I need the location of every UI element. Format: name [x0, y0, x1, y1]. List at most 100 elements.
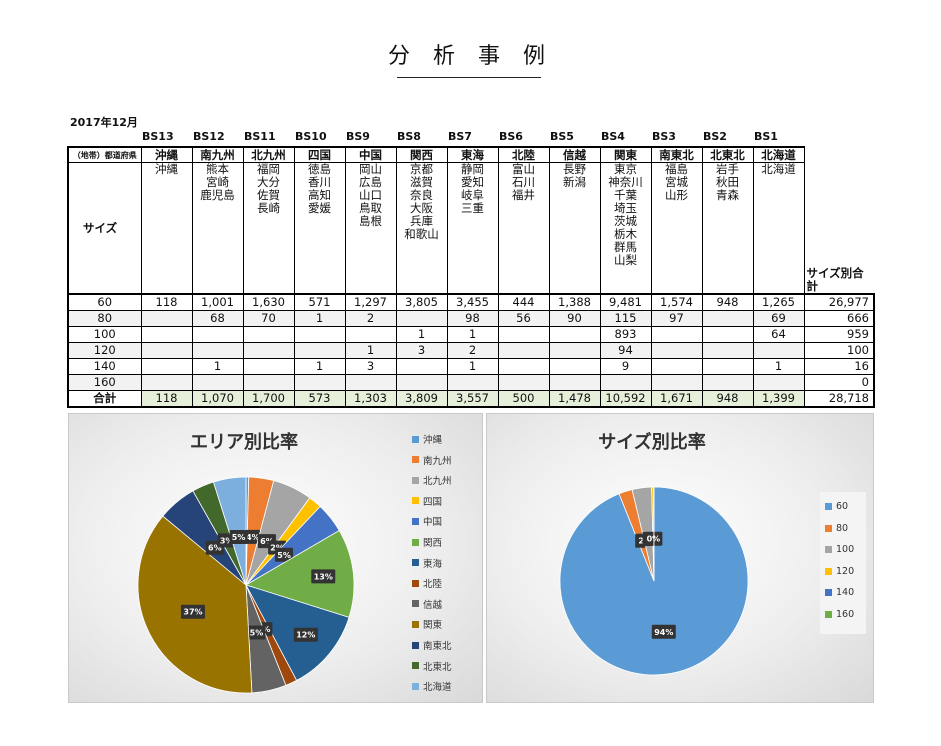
sum-cell: 948	[701, 390, 754, 408]
prefecture-name: 佐賀	[257, 188, 280, 202]
table-cell	[650, 342, 703, 359]
table-cell	[242, 326, 295, 343]
prefecture-name: 奈良	[410, 188, 433, 202]
prefecture-list: 静岡 愛知 岐阜 三重	[446, 162, 499, 295]
legend-label: 北海道	[423, 682, 452, 694]
size-total: 26,977	[803, 293, 875, 311]
table-cell	[140, 326, 193, 343]
table-row: 80 68 70 1 2 98 56 90 115 97 69 666	[67, 310, 875, 327]
prefecture-name: 鹿児島	[200, 188, 235, 202]
prefecture-name: 兵庫	[410, 214, 433, 228]
size-legend-item: 120	[825, 566, 854, 577]
table-row: 100 1 1 893 64 959	[67, 326, 875, 343]
area-legend-item: 南東北	[412, 638, 452, 652]
table-cell	[701, 310, 754, 327]
legend-label: 沖縄	[423, 435, 443, 446]
sum-cell: 1,671	[650, 390, 703, 408]
prefecture-name: 大分	[257, 175, 280, 189]
bs-code: BS3	[652, 130, 676, 143]
bs-code: BS8	[397, 130, 421, 143]
prefecture-name: 福島	[665, 162, 688, 176]
region-header: 中国	[344, 146, 397, 163]
legend-swatch	[412, 497, 419, 505]
prefecture-list: 岡山 広島 山口 鳥取 島根	[344, 162, 397, 295]
prefecture-name: 愛知	[461, 175, 484, 189]
table-cell: 115	[599, 310, 652, 327]
table-cell: 3	[344, 358, 397, 375]
legend-swatch	[825, 589, 832, 596]
area-label-8: 5%	[247, 625, 266, 640]
legend-label: 北九州	[423, 476, 452, 488]
size-total: 0	[803, 374, 875, 391]
prefecture-name: 茨城	[614, 214, 637, 228]
prefecture-name: 北海道	[761, 162, 796, 176]
table-cell: 1,630	[242, 293, 295, 311]
region-header: 南東北	[650, 146, 703, 163]
table-cell: 2	[446, 342, 499, 359]
table-cell	[650, 326, 703, 343]
area-legend-item: 北陸	[412, 576, 442, 590]
table-cell: 1	[191, 358, 244, 375]
prefecture-name: 京都	[410, 162, 433, 176]
shipment-table: （地帯）都道府県 沖縄 南九州 北九州 四国 中国 関西 東海 北陸 信越 関東 南東北 北東北 北海道沖…	[67, 146, 875, 408]
prefecture-name: 広島	[359, 175, 382, 189]
table-cell: 1	[752, 358, 805, 375]
table-cell	[140, 358, 193, 375]
prefecture-name: 宮城	[665, 175, 688, 189]
table-row: 140 1 1 3 1 9 1 16	[67, 358, 875, 375]
svg-text:13%: 13%	[314, 572, 333, 581]
region-header: 関西	[395, 146, 448, 163]
area-ratio-chart: エリア別比率 4%6%2%5%13%12%%5%37%6%3%5% 沖縄南九州北…	[68, 413, 483, 703]
prefecture-name: 岐阜	[461, 188, 484, 202]
table-cell: 98	[446, 310, 499, 327]
table-cell: 1	[446, 358, 499, 375]
prefecture-name: 東京	[614, 162, 637, 176]
size-total: 666	[803, 310, 875, 327]
table-cell	[548, 342, 601, 359]
table-cell	[446, 374, 499, 391]
region-header: 東海	[446, 146, 499, 163]
table-cell	[650, 358, 703, 375]
area-label-1: 4%	[243, 529, 262, 544]
table-cell: 444	[497, 293, 550, 311]
prefecture-name: 愛媛	[308, 201, 331, 215]
table-cell	[548, 374, 601, 391]
size-legend-item: 60	[825, 501, 848, 512]
area-label-4: 5%	[275, 547, 294, 562]
table-cell: 893	[599, 326, 652, 343]
table-cell: 1	[344, 342, 397, 359]
legend-swatch	[412, 682, 419, 690]
area-legend-item: 北九州	[412, 473, 452, 487]
svg-text:37%: 37%	[183, 608, 202, 617]
legend-swatch	[412, 517, 419, 525]
sum-cell: 1,700	[242, 390, 295, 408]
prefecture-name: 大阪	[410, 201, 433, 215]
bs-code: BS1	[754, 130, 778, 143]
svg-text:4%: 4%	[246, 533, 260, 542]
area-legend-item: 四国	[412, 494, 442, 508]
size-label: 80	[67, 310, 142, 327]
svg-text:6%: 6%	[208, 544, 222, 553]
legend-swatch	[412, 620, 419, 628]
legend-swatch	[412, 435, 419, 443]
area-chart-title: エリア別比率	[190, 432, 298, 453]
page-title: 分 析 事 例	[388, 44, 553, 69]
legend-label: 中国	[423, 517, 443, 529]
legend-label: 信越	[423, 599, 443, 611]
prefecture-name: 沖縄	[155, 162, 178, 176]
prefecture-name: 宮崎	[206, 175, 229, 189]
legend-label: 140	[836, 587, 855, 598]
table-cell	[191, 326, 244, 343]
size-label: 140	[67, 358, 142, 375]
size-header: サイズ	[67, 162, 142, 295]
table-cell	[191, 342, 244, 359]
table-cell	[497, 326, 550, 343]
bs-code: BS6	[499, 130, 523, 143]
table-cell	[344, 374, 397, 391]
sum-label: 合計	[67, 390, 142, 408]
table-cell	[701, 358, 754, 375]
table-cell	[293, 326, 346, 343]
size-label-0: 94%	[651, 624, 676, 639]
prefecture-name: 神奈川	[608, 175, 643, 189]
